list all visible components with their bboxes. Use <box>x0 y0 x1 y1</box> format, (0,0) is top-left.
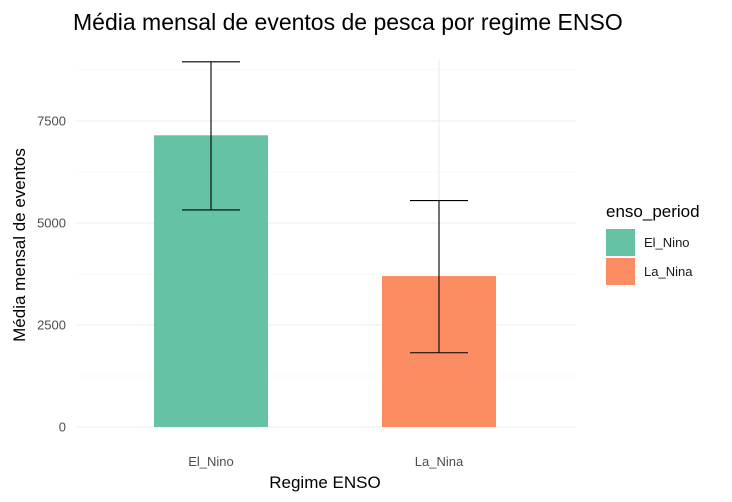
error-bars <box>182 61 468 354</box>
error-bar-la-nina <box>410 200 468 354</box>
legend: enso_period El_Nino La_Nina <box>606 202 700 285</box>
y-tick-label: 5000 <box>37 216 66 231</box>
bars <box>154 135 496 427</box>
legend-item-el-nino: El_Nino <box>606 229 690 256</box>
legend-label: La_Nina <box>644 264 693 279</box>
legend-item-la-nina: La_Nina <box>606 258 693 285</box>
y-tick-label: 0 <box>59 420 66 435</box>
legend-key <box>606 258 635 285</box>
legend-label: El_Nino <box>644 235 690 250</box>
y-axis-title: Média mensal de eventos <box>10 148 29 342</box>
y-tick-label: 2500 <box>37 318 66 333</box>
error-bar-el-nino <box>182 61 240 211</box>
legend-items: El_Nino La_Nina <box>606 229 693 285</box>
x-tick-label: La_Nina <box>415 454 464 469</box>
x-tick-label: El_Nino <box>188 454 234 469</box>
y-tick-label: 7500 <box>37 114 66 129</box>
x-axis-title: Regime ENSO <box>269 473 380 492</box>
legend-title: enso_period <box>606 202 700 221</box>
chart-title: Média mensal de eventos de pesca por reg… <box>73 9 623 35</box>
legend-key <box>606 229 635 256</box>
y-axis-ticks: 0 2500 5000 7500 <box>37 114 66 435</box>
x-axis-ticks: El_Nino La_Nina <box>188 454 464 469</box>
grid <box>76 60 576 428</box>
